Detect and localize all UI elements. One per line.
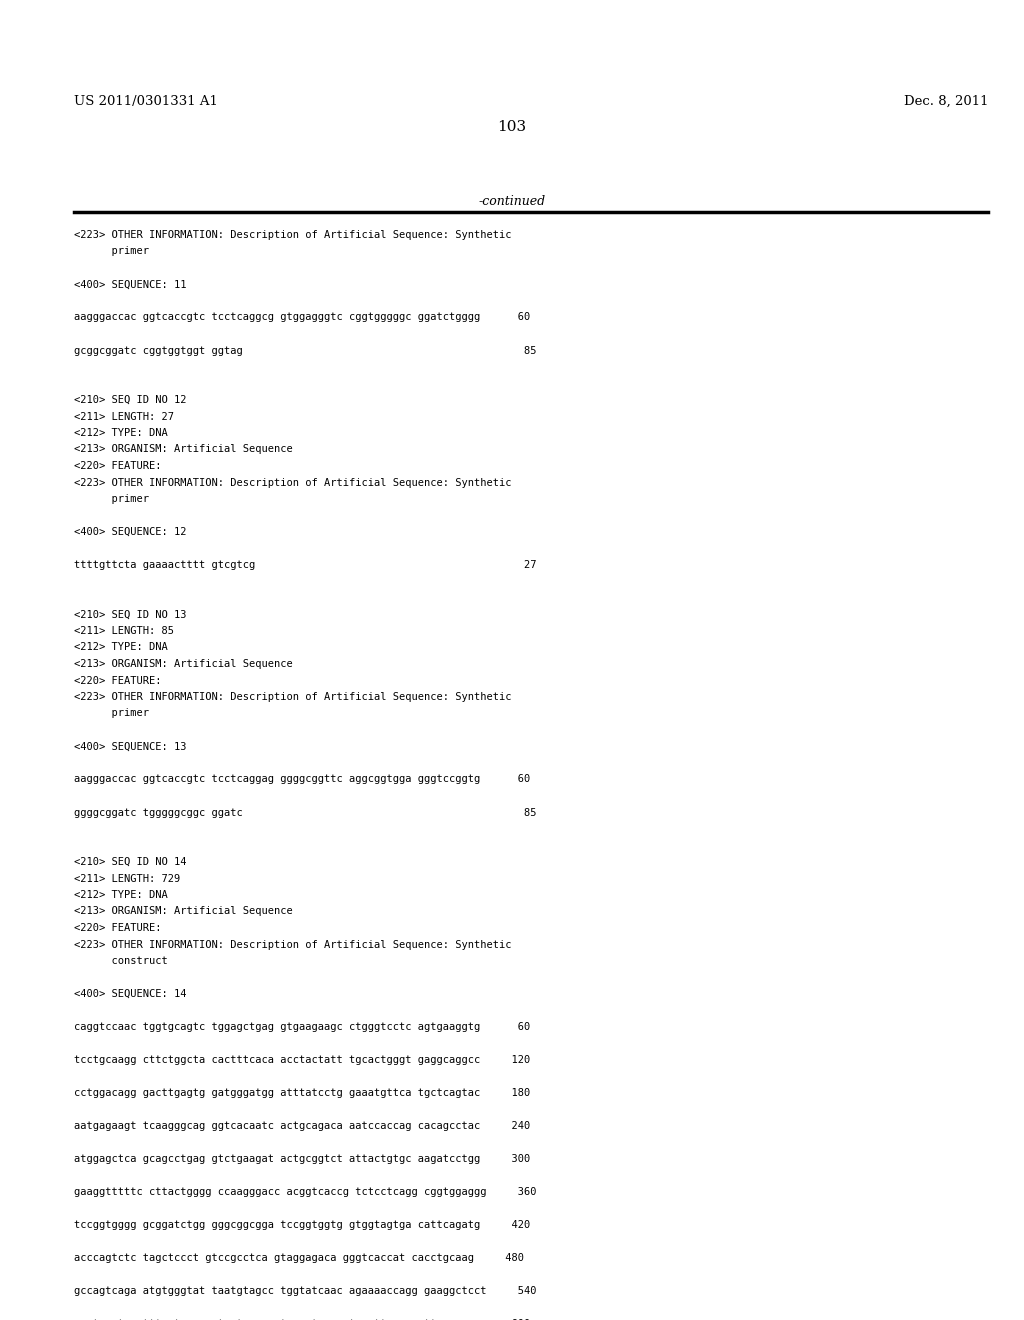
Text: primer: primer bbox=[74, 709, 148, 718]
Text: <213> ORGANISM: Artificial Sequence: <213> ORGANISM: Artificial Sequence bbox=[74, 907, 293, 916]
Text: <400> SEQUENCE: 11: <400> SEQUENCE: 11 bbox=[74, 280, 186, 289]
Text: cctggacagg gacttgagtg gatgggatgg atttatcctg gaaatgttca tgctcagtac     180: cctggacagg gacttgagtg gatgggatgg atttatc… bbox=[74, 1088, 530, 1098]
Text: <212> TYPE: DNA: <212> TYPE: DNA bbox=[74, 428, 168, 438]
Text: US 2011/0301331 A1: US 2011/0301331 A1 bbox=[74, 95, 218, 108]
Text: aagggaccac ggtcaccgtc tcctcaggcg gtggagggtc cggtgggggc ggatctgggg      60: aagggaccac ggtcaccgtc tcctcaggcg gtggagg… bbox=[74, 313, 530, 322]
Text: <210> SEQ ID NO 12: <210> SEQ ID NO 12 bbox=[74, 395, 186, 405]
Text: <223> OTHER INFORMATION: Description of Artificial Sequence: Synthetic: <223> OTHER INFORMATION: Description of … bbox=[74, 478, 511, 487]
Text: primer: primer bbox=[74, 247, 148, 256]
Text: <400> SEQUENCE: 12: <400> SEQUENCE: 12 bbox=[74, 527, 186, 537]
Text: <223> OTHER INFORMATION: Description of Artificial Sequence: Synthetic: <223> OTHER INFORMATION: Description of … bbox=[74, 940, 511, 949]
Text: <220> FEATURE:: <220> FEATURE: bbox=[74, 923, 161, 933]
Text: <220> FEATURE:: <220> FEATURE: bbox=[74, 676, 161, 685]
Text: <211> LENGTH: 729: <211> LENGTH: 729 bbox=[74, 874, 180, 883]
Text: Dec. 8, 2011: Dec. 8, 2011 bbox=[903, 95, 988, 108]
Text: gaaggtttttc cttactgggg ccaagggacc acggtcaccg tctcctcagg cggtggaggg     360: gaaggtttttc cttactgggg ccaagggacc acggtc… bbox=[74, 1187, 537, 1197]
Text: <400> SEQUENCE: 14: <400> SEQUENCE: 14 bbox=[74, 989, 186, 999]
Text: caggtccaac tggtgcagtc tggagctgag gtgaagaagc ctgggtcctc agtgaaggtg      60: caggtccaac tggtgcagtc tggagctgag gtgaaga… bbox=[74, 1022, 530, 1032]
Text: aagggaccac ggtcaccgtc tcctcaggag ggggcggttc aggcggtgga gggtccggtg      60: aagggaccac ggtcaccgtc tcctcaggag ggggcgg… bbox=[74, 775, 530, 784]
Text: <211> LENGTH: 85: <211> LENGTH: 85 bbox=[74, 626, 174, 636]
Text: <400> SEQUENCE: 13: <400> SEQUENCE: 13 bbox=[74, 742, 186, 751]
Text: <211> LENGTH: 27: <211> LENGTH: 27 bbox=[74, 412, 174, 421]
Text: -continued: -continued bbox=[478, 195, 546, 209]
Text: gccagtcaga atgtgggtat taatgtagcc tggtatcaac agaaaaccagg gaaggctcct     540: gccagtcaga atgtgggtat taatgtagcc tggtatc… bbox=[74, 1286, 537, 1296]
Text: 103: 103 bbox=[498, 120, 526, 135]
Text: <223> OTHER INFORMATION: Description of Artificial Sequence: Synthetic: <223> OTHER INFORMATION: Description of … bbox=[74, 230, 511, 240]
Text: <212> TYPE: DNA: <212> TYPE: DNA bbox=[74, 643, 168, 652]
Text: aatgagaagt tcaagggcag ggtcacaatc actgcagaca aatccaccag cacagcctac     240: aatgagaagt tcaagggcag ggtcacaatc actgcag… bbox=[74, 1121, 530, 1131]
Text: <223> OTHER INFORMATION: Description of Artificial Sequence: Synthetic: <223> OTHER INFORMATION: Description of … bbox=[74, 692, 511, 702]
Text: tcctgcaagg cttctggcta cactttcaca acctactatt tgcactgggt gaggcaggcc     120: tcctgcaagg cttctggcta cactttcaca acctact… bbox=[74, 1055, 530, 1065]
Text: gcggcggatc cggtggtggt ggtag                                             85: gcggcggatc cggtggtggt ggtag 85 bbox=[74, 346, 537, 355]
Text: primer: primer bbox=[74, 494, 148, 504]
Text: ggggcggatc tgggggcggc ggatc                                             85: ggggcggatc tgggggcggc ggatc 85 bbox=[74, 808, 537, 817]
Text: <210> SEQ ID NO 13: <210> SEQ ID NO 13 bbox=[74, 610, 186, 619]
Text: <213> ORGANISM: Artificial Sequence: <213> ORGANISM: Artificial Sequence bbox=[74, 445, 293, 454]
Text: atggagctca gcagcctgag gtctgaagat actgcggtct attactgtgc aagatcctgg     300: atggagctca gcagcctgag gtctgaagat actgcgg… bbox=[74, 1154, 530, 1164]
Text: <220> FEATURE:: <220> FEATURE: bbox=[74, 461, 161, 471]
Text: <210> SEQ ID NO 14: <210> SEQ ID NO 14 bbox=[74, 857, 186, 867]
Text: acccagtctc tagctccct gtccgcctca gtaggagaca gggtcaccat cacctgcaag     480: acccagtctc tagctccct gtccgcctca gtaggaga… bbox=[74, 1253, 523, 1263]
Text: <213> ORGANISM: Artificial Sequence: <213> ORGANISM: Artificial Sequence bbox=[74, 659, 293, 669]
Text: tccggtgggg gcggatctgg gggcggcgga tccggtggtg gtggtagtga cattcagatg     420: tccggtgggg gcggatctgg gggcggcgga tccggtg… bbox=[74, 1220, 530, 1230]
Text: ttttgttcta gaaaactttt gtcgtcg                                           27: ttttgttcta gaaaactttt gtcgtcg 27 bbox=[74, 560, 537, 570]
Text: <212> TYPE: DNA: <212> TYPE: DNA bbox=[74, 890, 168, 900]
Text: construct: construct bbox=[74, 956, 168, 966]
